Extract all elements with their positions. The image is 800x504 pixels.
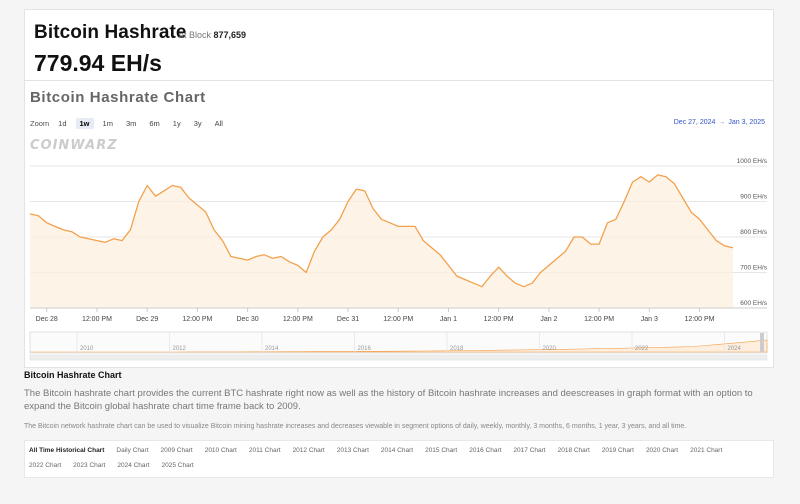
- chart-link[interactable]: 2017 Chart: [513, 447, 546, 454]
- block-info: at Block 877,659: [179, 30, 246, 40]
- x-tick-label: Jan 1: [440, 316, 457, 323]
- x-tick-label: 12:00 PM: [584, 316, 614, 323]
- at-block-label: at Block: [179, 30, 212, 40]
- x-tick-label: 12:00 PM: [383, 316, 413, 323]
- x-tick-label: Dec 31: [337, 316, 359, 323]
- x-tick-label: 12:00 PM: [685, 316, 715, 323]
- chart-link[interactable]: 2018 Chart: [557, 447, 590, 454]
- series-area: [30, 174, 733, 308]
- chart-link[interactable]: 2022 Chart: [29, 462, 62, 469]
- coinwarz-logo: COINWARZ: [30, 138, 118, 153]
- series-line: [29, 174, 734, 288]
- y-tick-label: 700 EH/s: [740, 265, 767, 272]
- range-arrow: →: [718, 119, 726, 126]
- chart-link[interactable]: 2025 Chart: [161, 462, 194, 469]
- x-tick-label: Jan 3: [641, 316, 658, 323]
- zoom-option-3m[interactable]: 3m: [125, 119, 137, 128]
- x-tick-label: 12:00 PM: [182, 316, 212, 323]
- chart-link[interactable]: 2015 Chart: [425, 447, 458, 454]
- chart-link[interactable]: 2012 Chart: [292, 447, 325, 454]
- x-tick-label: 12:00 PM: [82, 316, 112, 323]
- description-title: Bitcoin Hashrate Chart: [24, 370, 122, 380]
- navigator-year-label: 2024: [728, 346, 742, 352]
- chart-links: All Time Historical Chart Daily Chart 2009…: [29, 447, 769, 469]
- x-tick-label: Dec 30: [237, 316, 259, 323]
- chart-link[interactable]: 2009 Chart: [160, 447, 193, 454]
- chart-link[interactable]: All Time Historical Chart: [29, 447, 105, 454]
- zoom-option-1w[interactable]: 1w: [75, 118, 94, 129]
- description-paragraph-2: The Bitcoin network hashrate chart can b…: [24, 423, 687, 430]
- navigator-year-label: 2012: [173, 346, 187, 352]
- chart-link[interactable]: 2024 Chart: [117, 462, 150, 469]
- zoom-option-1y[interactable]: 1y: [172, 119, 181, 128]
- navigator-year-label: 2014: [265, 346, 279, 352]
- chart-links-box: All Time Historical Chart Daily Chart 2009…: [24, 440, 774, 478]
- zoom-option-6m[interactable]: 6m: [149, 119, 160, 128]
- x-tick-label: 12:00 PM: [484, 316, 514, 323]
- navigator-year-label: 2018: [450, 346, 464, 352]
- chart-link[interactable]: Daily Chart: [116, 447, 149, 454]
- chart-link[interactable]: 2013 Chart: [336, 447, 369, 454]
- chart-link[interactable]: 2010 Chart: [204, 447, 237, 454]
- chart-link[interactable]: 2023 Chart: [73, 462, 106, 469]
- page-title: Bitcoin Hashrate: [34, 22, 187, 43]
- block-number: 877,659: [213, 30, 247, 40]
- navigator-scrollbar[interactable]: [29, 354, 768, 361]
- current-hashrate: 779.94 EH/s: [34, 50, 162, 76]
- x-tick-label: Dec 29: [136, 316, 158, 323]
- description-paragraph-1: The Bitcoin hashrate chart provides the …: [24, 388, 753, 412]
- chart-link[interactable]: 2021 Chart: [690, 447, 723, 454]
- range-from[interactable]: Dec 27, 2024: [673, 119, 716, 126]
- chart-link[interactable]: 2014 Chart: [380, 447, 414, 454]
- navigator-year-label: 2016: [358, 346, 372, 352]
- zoom-option-3y[interactable]: 3y: [193, 119, 202, 128]
- navigator-handle[interactable]: [760, 333, 764, 352]
- x-tick-label: Jan 2: [540, 316, 557, 323]
- y-tick-label: 800 EH/s: [740, 229, 767, 236]
- chart-link[interactable]: 2016 Chart: [469, 447, 502, 454]
- zoom-controls: Zoom 1d 1w 1m 3m 6m 1y 3y All: [30, 118, 232, 129]
- chart-card: 600 EH/s 700 EH/s 800 EH/s 900 EH/s 1000 EH/…: [24, 80, 774, 368]
- date-range: Dec 27, 2024 → Jan 3, 2025: [674, 119, 765, 126]
- navigator-year-label: 2022: [635, 346, 649, 352]
- y-tick-label: 1000 EH/s: [737, 158, 768, 165]
- chart-link[interactable]: 2019 Chart: [601, 447, 634, 454]
- chart-link[interactable]: 2011 Chart: [248, 447, 281, 454]
- range-to[interactable]: Jan 3, 2025: [728, 119, 765, 126]
- y-tick-label: 900 EH/s: [740, 194, 767, 201]
- x-tick-label: 12:00 PM: [283, 316, 313, 323]
- navigator-series: [30, 339, 768, 353]
- zoom-option-All[interactable]: All: [214, 119, 223, 128]
- y-tick-label: 600 EH/s: [740, 300, 767, 307]
- header-card: Bitcoin Hashrate at Block 877,659 779.94…: [24, 9, 774, 81]
- chart-link[interactable]: 2020 Chart: [645, 447, 679, 454]
- zoom-label: Zoom: [30, 119, 50, 128]
- chart-title: Bitcoin Hashrate Chart: [30, 89, 206, 106]
- x-tick-label: Dec 28: [36, 316, 58, 323]
- hashrate-chart: 600 EH/s 700 EH/s 800 EH/s 900 EH/s 1000 EH/…: [29, 158, 768, 361]
- zoom-option-1d[interactable]: 1d: [58, 119, 67, 128]
- navigator-year-label: 2010: [80, 346, 94, 352]
- navigator-year-label: 2020: [543, 346, 557, 352]
- zoom-option-1m[interactable]: 1m: [102, 119, 113, 128]
